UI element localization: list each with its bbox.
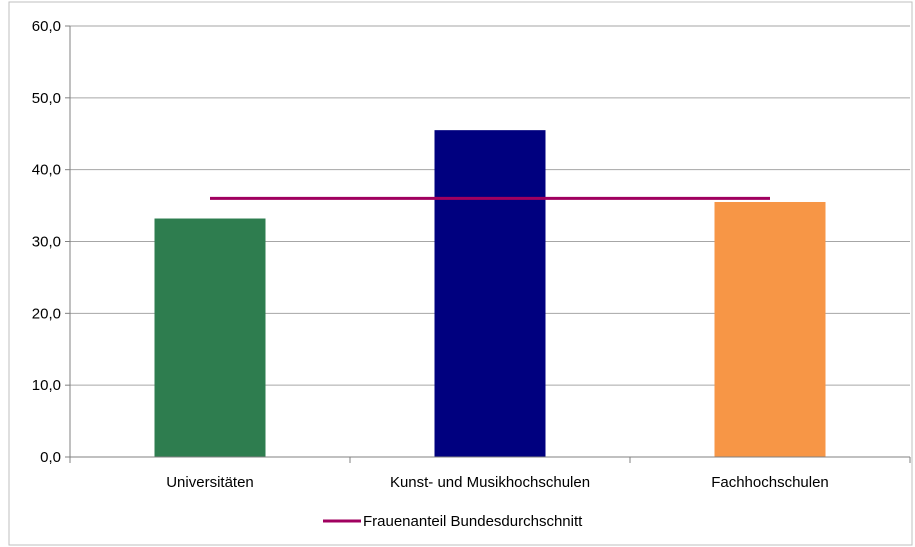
y-tick-label: 50,0 xyxy=(32,90,61,107)
legend-label: Frauenanteil Bundesdurchschnitt xyxy=(363,513,583,530)
axes xyxy=(65,25,911,463)
bar xyxy=(154,218,266,457)
legend: Frauenanteil Bundesdurchschnitt xyxy=(323,513,583,530)
labels: 0,0 10,0 20,0 30,0 40,0 50,0 60,0 Universitäten… xyxy=(32,18,829,491)
category-label: Fachhochschulen xyxy=(711,474,829,491)
y-tick-label: 60,0 xyxy=(32,18,61,35)
y-tick-label: 30,0 xyxy=(32,234,61,251)
bar xyxy=(434,130,546,458)
y-tick-label: 0,0 xyxy=(40,449,61,466)
y-tick-label: 10,0 xyxy=(32,377,61,394)
bars xyxy=(154,130,826,458)
category-label: Universitäten xyxy=(166,474,254,491)
y-tick-label: 20,0 xyxy=(32,305,61,322)
y-tick-label: 40,0 xyxy=(32,162,61,179)
category-label: Kunst- und Musikhochschulen xyxy=(390,474,590,491)
bar xyxy=(714,201,826,457)
